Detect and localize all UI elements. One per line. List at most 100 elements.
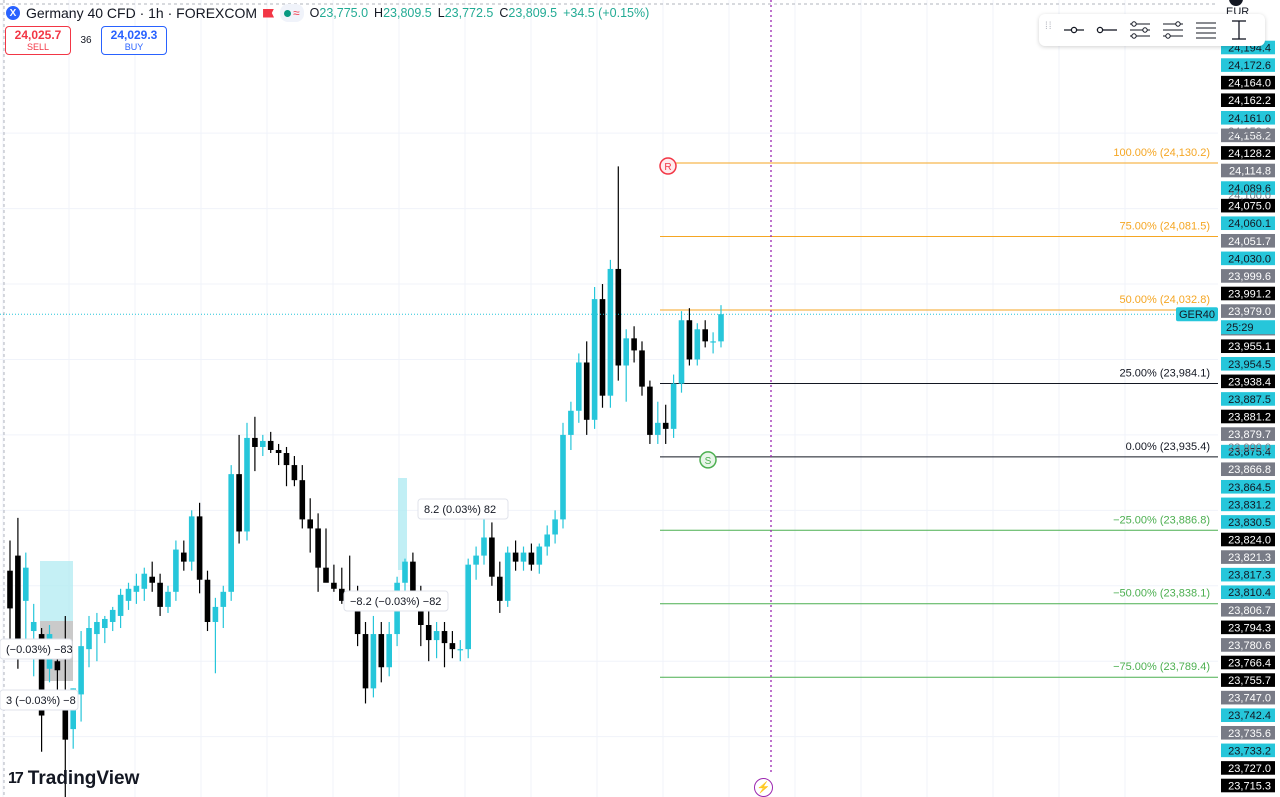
delayed-data-icon: ≈ (293, 6, 300, 20)
candle-body (402, 561, 408, 583)
horizontal-line-tool-icon[interactable] (1062, 18, 1086, 42)
price-badge-label: 24,030.0 (1228, 253, 1271, 265)
price-badge (1221, 269, 1275, 283)
price-badge-label: 24,060.1 (1228, 218, 1271, 230)
fib-level-label: 25.00% (23,984.1) (1119, 367, 1210, 379)
fib-retracement-tool-icon[interactable] (1161, 18, 1185, 42)
candle-body (78, 646, 84, 695)
candle-body (591, 299, 598, 420)
candle-body (23, 567, 29, 601)
price-badge-label: 23,875.4 (1228, 447, 1271, 459)
price-badge (1221, 550, 1275, 564)
price-badge (1221, 75, 1275, 90)
candle-body (560, 434, 566, 520)
price-badge (1221, 690, 1275, 705)
price-badge (1221, 673, 1275, 687)
resistance-marker-icon[interactable] (659, 157, 677, 175)
price-badge (1221, 567, 1275, 582)
candle-body (662, 422, 669, 429)
symbol-logo-icon: X (6, 6, 20, 20)
buy-button[interactable]: 24,029.3 BUY (101, 26, 167, 55)
price-badge (1221, 655, 1275, 670)
lines-tool-icon[interactable] (1194, 18, 1218, 42)
candle-body (236, 474, 242, 532)
price-tick-label: 24,150.0 (1228, 126, 1271, 138)
price-badge (1221, 286, 1275, 301)
candle-body (631, 338, 637, 351)
price-badge-label: 24,114.8 (1229, 166, 1271, 178)
measure-box-up (40, 561, 73, 621)
symbol-header[interactable]: X Germany 40 CFD · 1h · FOREXCOM ≈ O23,7… (6, 3, 649, 23)
parallel-channel-tool-icon[interactable] (1128, 18, 1152, 42)
price-badge (1221, 146, 1275, 160)
price-badge-label: 23,881.2 (1228, 412, 1271, 424)
drag-handle-icon[interactable]: ⁞⁞ (1045, 21, 1053, 32)
price-badge (1221, 497, 1275, 512)
price-badge-label: 24,089.6 (1228, 183, 1271, 195)
sell-button[interactable]: 24,025.7 SELL (5, 26, 71, 55)
currency-icon (1229, 0, 1243, 6)
price-badge (1221, 128, 1275, 143)
candle-body (583, 362, 590, 420)
countdown-label: 25:29 (1226, 322, 1254, 334)
candle-body (410, 561, 416, 598)
trade-panel: 24,025.7 SELL 36 24,029.3 BUY (5, 26, 167, 55)
price-badge-label: 24,172.6 (1228, 60, 1271, 72)
fib-level-label: 50.00% (24,032.8) (1119, 294, 1210, 306)
ohlc-high: H23,809.5 (374, 6, 432, 20)
candle-body (694, 329, 701, 360)
candle-body (149, 576, 155, 583)
measure-label-box (343, 590, 449, 612)
symbol-title[interactable]: Germany 40 CFD · 1h · FOREXCOM (26, 5, 258, 21)
sell-label: SELL (26, 42, 50, 52)
price-badge (1221, 743, 1275, 758)
price-badge-label: 23,766.4 (1228, 658, 1271, 670)
price-badge-label: 23,999.6 (1228, 271, 1271, 283)
countdown-badge (1221, 320, 1275, 335)
ohlc-low: L23,772.5 (437, 6, 494, 20)
price-badge-label: 24,162.2 (1228, 95, 1271, 107)
measure-tool-icon[interactable] (1227, 18, 1251, 42)
candle-body (315, 528, 321, 568)
symbol-tag-label: GER40 (1179, 309, 1215, 321)
fib-level-label: −75.00% (23,789.4) (1113, 661, 1210, 673)
price-badge (1221, 638, 1275, 652)
ohlc-close: C23,809.5 (499, 6, 558, 20)
price-badge (1221, 761, 1275, 775)
price-badge-label: 23,979.0 (1228, 306, 1271, 318)
candle-body (607, 268, 614, 396)
price-axis[interactable]: 24,194.424,172.624,164.024,162.224,161.0… (1176, 0, 1280, 797)
tradingview-logo[interactable]: 17 TradingView (8, 768, 139, 790)
price-badge (1221, 479, 1275, 494)
price-badge-label: 23,821.3 (1228, 552, 1271, 564)
candle-body (299, 480, 306, 520)
drawing-toolbar[interactable]: ⁞⁞ (1039, 14, 1265, 46)
price-badge-label: 23,938.4 (1228, 376, 1271, 388)
price-badge-label: 23,747.0 (1228, 693, 1271, 705)
price-badge-label: 23,727.0 (1228, 763, 1271, 775)
bolt-icon[interactable]: ⚡ (754, 778, 773, 797)
measure-label: 3 (−0.03%) −8 (6, 695, 76, 707)
price-badge-label: 23,991.2 (1228, 289, 1271, 301)
currency-selector[interactable]: EUR (1226, 0, 1249, 18)
candle-body (370, 634, 377, 689)
ohlc-readout: O23,775.0 H23,809.5 L23,772.5 C23,809.5 … (310, 6, 650, 20)
price-badge-label: 23,733.2 (1228, 745, 1271, 757)
fibonacci-levels[interactable]: 100.00% (24,130.2) 75.00% (24,081.5) 50.00… (660, 147, 1218, 678)
price-badge-label: 24,164.0 (1228, 78, 1271, 90)
candle-body (568, 410, 574, 435)
price-badge (1221, 233, 1275, 248)
price-badge (1221, 304, 1275, 318)
price-badge (1221, 515, 1275, 529)
candle-body (497, 576, 503, 601)
measure-box-up (398, 478, 407, 570)
support-marker-label: S (705, 456, 712, 467)
flag-icon[interactable] (263, 8, 275, 18)
candle-body (623, 338, 629, 366)
candle-body (7, 570, 13, 609)
horizontal-ray-tool-icon[interactable] (1095, 18, 1119, 42)
candle-body (125, 588, 132, 601)
support-marker-icon[interactable] (699, 451, 717, 469)
market-status-pill[interactable]: ≈ (280, 4, 304, 22)
